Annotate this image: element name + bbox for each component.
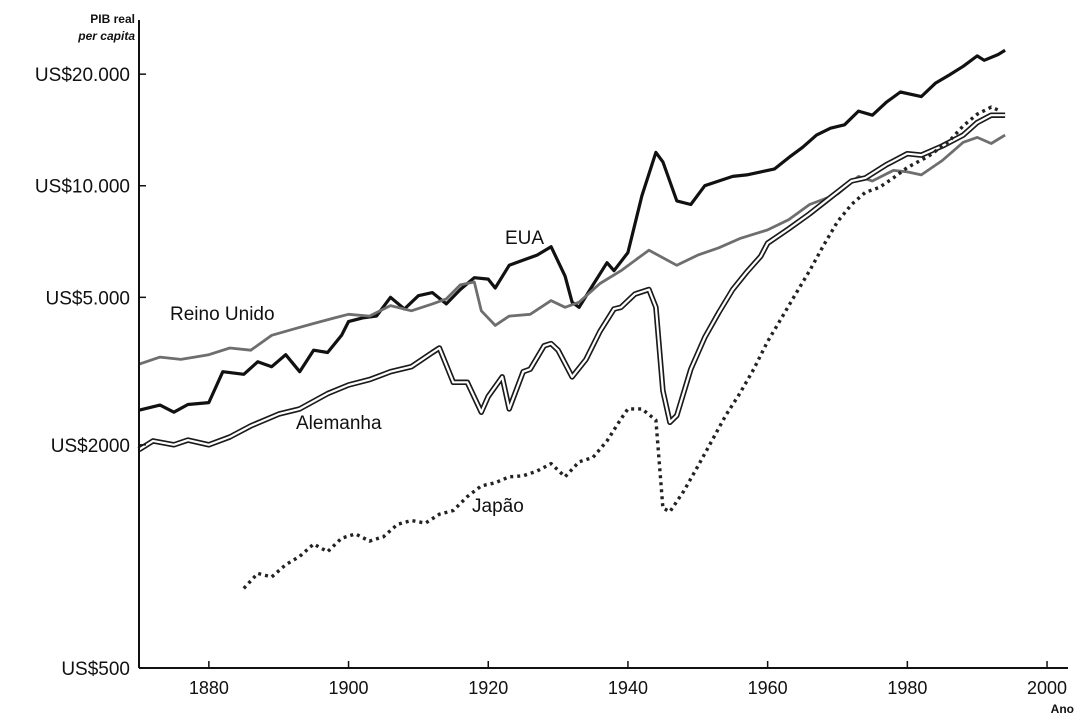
axes-layer: [138, 20, 1068, 669]
y-tick-label-10000: US$10.000: [35, 177, 130, 198]
series-line-reino-unido: [138, 133, 1006, 366]
series-label-eua: EUA: [505, 228, 544, 249]
series-label-reino-unido: Reino Unido: [170, 304, 275, 325]
y-tick-label-2000: US$2000: [51, 436, 130, 457]
x-tick-label-2000: 2000: [1027, 678, 1067, 698]
series-line-alemanha-outer: [137, 112, 1006, 453]
y-axis-title-line1: PIB real: [90, 12, 135, 26]
series-reino-unido: [138, 133, 1006, 366]
series-line-eua: [138, 48, 1006, 414]
series-line-alemanha-inner: [138, 114, 1006, 451]
series-label-alemanha: Alemanha: [296, 413, 382, 434]
x-tick-label-1920: 1920: [468, 678, 508, 698]
y-tick-label-20000: US$20.000: [35, 65, 130, 86]
x-tick-label-1960: 1960: [748, 678, 788, 698]
y-axis-title-line2: per capita: [77, 29, 135, 43]
x-tick-label-1900: 1900: [329, 678, 369, 698]
x-tick-label-1980: 1980: [887, 678, 927, 698]
series-line-japao: [242, 105, 999, 590]
y-tick-label-5000: US$5.000: [45, 288, 130, 309]
series-eua: [138, 48, 1006, 414]
x-tick-label-1940: 1940: [608, 678, 648, 698]
series-labels-layer: EUA Reino Unido Alemanha Japão: [170, 228, 544, 517]
series-alemanha: [137, 112, 1006, 453]
series-label-japao: Japão: [472, 496, 524, 517]
x-tick-label-1880: 1880: [189, 678, 229, 698]
y-tick-label-500: US$500: [61, 659, 130, 680]
series-layer: [137, 48, 1006, 590]
x-axis-title: Ano: [1051, 702, 1074, 716]
series-japao: [242, 105, 999, 590]
ticks-layer: 1880 1900 1920 1940 1960 1980 2000 US$500 US$200…: [35, 65, 1067, 698]
